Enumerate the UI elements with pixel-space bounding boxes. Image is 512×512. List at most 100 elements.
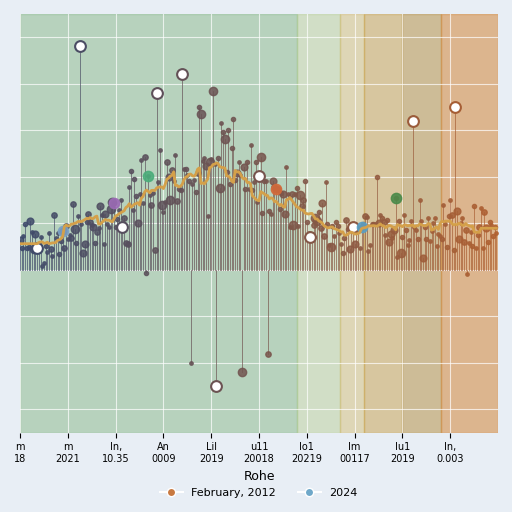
Point [385,238,393,246]
Point [409,117,417,125]
Point [291,190,299,198]
Point [332,218,340,226]
Point [333,222,342,230]
Point [301,177,309,185]
Point [425,237,434,245]
Point [410,223,418,231]
Point [144,172,152,180]
Point [35,243,43,251]
Point [98,211,106,219]
Point [153,89,161,97]
Point [259,209,267,217]
Point [393,252,401,261]
Point [216,184,224,193]
Point [151,246,159,254]
Point [195,103,203,111]
Point [337,240,345,248]
Point [164,173,173,181]
Point [17,244,26,252]
Point [144,172,152,180]
Point [192,188,200,197]
Point [82,218,91,226]
Point [112,223,120,231]
Point [262,177,270,185]
Point [161,198,169,206]
Point [402,225,410,233]
Point [251,158,260,166]
Point [405,236,413,244]
Point [450,246,458,254]
Point [284,190,292,198]
Point [484,238,492,246]
Point [218,118,226,126]
Point [77,220,86,228]
Point [159,208,167,216]
Point [202,162,210,170]
Point [132,191,140,200]
Point [134,219,142,227]
Point [228,144,236,152]
Point [330,231,338,240]
Point [67,234,75,243]
Point [352,226,360,234]
Point [110,199,118,207]
Point [322,178,330,186]
Point [371,220,379,228]
Point [260,177,268,185]
Point [118,223,126,231]
Point [197,110,205,118]
Point [55,250,63,258]
Point [490,223,499,231]
Point [169,177,178,185]
Point [113,216,121,224]
Point [289,221,297,229]
Point [376,211,385,219]
Point [422,235,431,243]
Point [240,163,248,171]
Point [270,183,279,191]
Point [105,223,113,231]
Point [47,245,55,253]
Point [74,212,82,220]
Point [122,239,130,247]
Point [346,245,354,253]
Point [23,244,31,252]
Point [209,87,217,95]
Point [395,217,403,225]
Point [194,169,202,178]
Point [272,185,280,193]
Point [214,154,222,162]
Point [407,217,415,225]
Point [147,201,156,209]
Point [62,222,70,230]
Point [188,180,197,188]
Point [412,225,420,233]
X-axis label: Rohe: Rohe [243,470,275,483]
Point [349,222,357,230]
Point [457,219,465,227]
Point [474,230,482,239]
Point [362,212,371,221]
Point [434,230,442,238]
Point [40,259,48,267]
Point [311,214,319,222]
Point [275,205,284,213]
Point [86,218,94,226]
Point [199,157,207,165]
Point [387,230,395,238]
Point [305,229,313,238]
Point [137,156,145,164]
Point [357,223,366,231]
Point [190,177,198,185]
Point [359,220,367,228]
Point [388,233,396,242]
Point [482,224,490,232]
Point [451,103,459,111]
Point [212,382,221,390]
Point [369,220,377,228]
Point [106,205,115,213]
Point [177,186,185,194]
Point [460,238,468,246]
Point [41,242,50,250]
Point [25,243,33,251]
